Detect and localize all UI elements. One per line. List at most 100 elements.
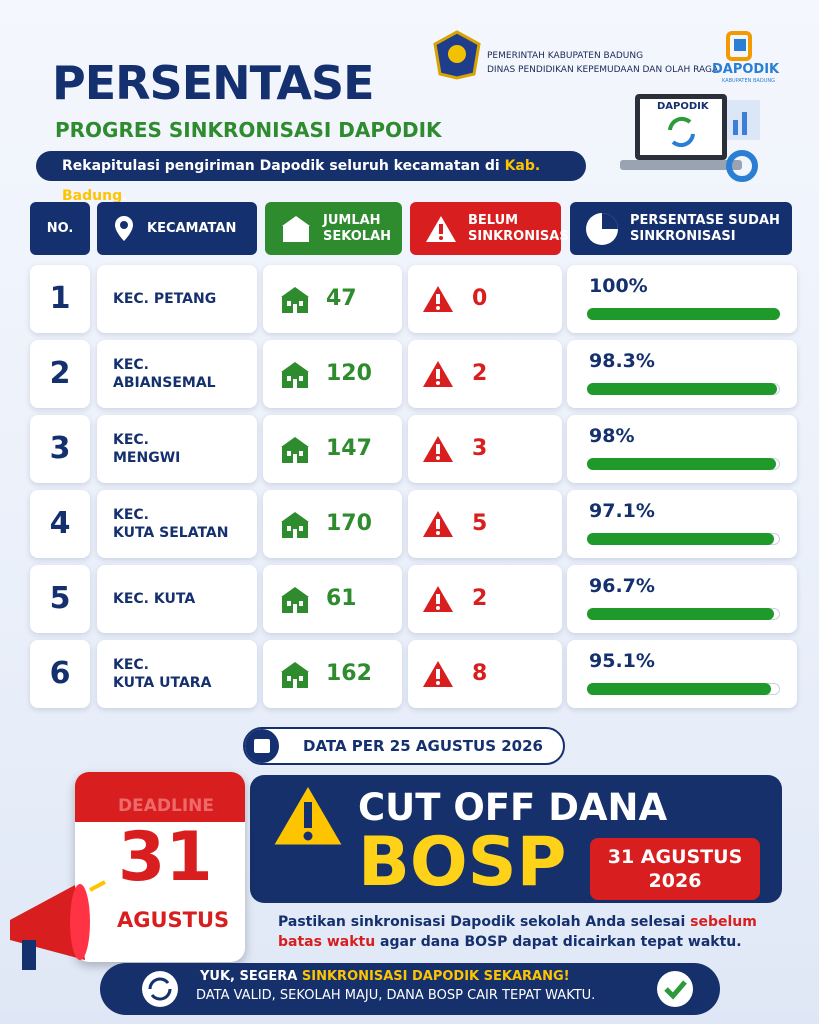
org-text: PEMERINTAH KABUPATEN BADUNG DINAS PENDIDI… — [487, 49, 718, 77]
column-header: NO. — [30, 202, 90, 255]
belum: 2 — [472, 586, 488, 611]
row-card — [30, 490, 90, 558]
belum: 5 — [472, 511, 488, 536]
date-note: DATA PER 25 AGUSTUS 2026 — [303, 737, 543, 755]
row-no: 3 — [49, 431, 71, 466]
laptop-label: DAPODIK — [657, 101, 709, 112]
row-card — [97, 340, 257, 408]
brand: DAPODIK — [712, 62, 780, 77]
kecamatan-line: KUTA SELATAN — [113, 525, 229, 541]
row-card — [97, 265, 257, 333]
subtitle: PROGRES SINKRONISASI DAPODIK — [55, 118, 442, 142]
persen-label: 98.3% — [589, 350, 655, 372]
banner-highlight: Kab. Badung — [62, 158, 541, 204]
row-card — [97, 490, 257, 558]
kecamatan-line: MENGWI — [113, 450, 181, 466]
progress-bar — [587, 458, 777, 470]
warning-icon — [421, 509, 455, 543]
banner-text: Rekapitulasi pengiriman Dapodik seluruh … — [62, 158, 505, 174]
school-icon — [278, 435, 312, 469]
kecamatan-line: KEC. PETANG — [113, 291, 217, 307]
belum: 3 — [472, 436, 488, 461]
footer-text: YUK, SEGERA — [200, 969, 302, 984]
row-card — [30, 640, 90, 708]
deadline-note: Pastikan sinkronisasi Dapodik sekolah An… — [278, 912, 778, 952]
persen-label: 96.7% — [589, 575, 655, 597]
kecamatan-line: KEC. — [113, 657, 150, 673]
column-title: PERSENTASE SUDAH SINKRONISASI — [630, 212, 780, 244]
logo — [433, 30, 481, 80]
row-card — [30, 265, 90, 333]
row-card — [567, 490, 797, 558]
row-card — [97, 640, 257, 708]
footer-highlight: SINKRONISASI DAPODIK SEKARANG! — [301, 969, 570, 984]
row-card — [97, 415, 257, 483]
kecamatan: KEC. KUTA UTARA — [113, 640, 211, 708]
note-text: agar dana BOSP dapat dicairkan tepat wak… — [375, 934, 742, 950]
row-card — [30, 565, 90, 633]
row-card — [567, 415, 797, 483]
kecamatan: KEC. MENGWI — [113, 415, 180, 483]
kecamatan: KEC. ABIANSEMAL — [113, 340, 216, 408]
warning-icon — [269, 781, 347, 848]
banner-text: . — [122, 188, 128, 204]
check-icon — [657, 971, 693, 1007]
warning-icon — [421, 284, 455, 318]
note-text: Pastikan sinkronisasi Dapodik sekolah An… — [278, 914, 691, 930]
org-line: DINAS PENDIDIKAN KEPEMUDAAN DAN OLAH RAG… — [487, 65, 719, 75]
persen-label: 97.1% — [589, 500, 655, 522]
jumlah: 61 — [326, 586, 357, 611]
warning-icon — [421, 584, 455, 618]
jumlah: 162 — [326, 661, 372, 686]
date-badge-line: 31 AGUSTUS — [607, 846, 743, 868]
footer — [100, 963, 720, 1015]
footer-line1: YUK, SEGERA SINKRONISASI DAPODIK SEKARAN… — [200, 969, 570, 984]
progress-bar — [587, 683, 771, 695]
column-header: JUMLAH SEKOLAH — [265, 202, 402, 255]
kecamatan-line: KEC. — [113, 507, 150, 523]
row-card — [30, 340, 90, 408]
row-no: 6 — [49, 656, 71, 691]
persen-label: 98% — [589, 425, 635, 447]
column-header: PERSENTASE SUDAH SINKRONISASI — [570, 202, 792, 255]
kecamatan-line: KUTA UTARA — [113, 675, 212, 691]
cutoff-program: BOSP — [358, 823, 567, 902]
kecamatan-line: KEC. KUTA — [113, 591, 196, 607]
row-card — [567, 340, 797, 408]
belum: 8 — [472, 661, 488, 686]
progress-bar — [587, 383, 777, 395]
calendar-header: DEADLINE — [118, 796, 214, 816]
column-header: BELUM SINKRONISASI — [410, 202, 574, 255]
warning-icon — [421, 359, 455, 393]
org-line: PEMERINTAH KABUPATEN BADUNG — [487, 51, 644, 61]
row-no: 4 — [49, 506, 71, 541]
laptop-illustration — [620, 94, 760, 182]
belum: 2 — [472, 361, 488, 386]
row-no: 2 — [49, 356, 71, 391]
school-icon — [278, 510, 312, 544]
persen-label: 100% — [589, 275, 648, 297]
row-no: 1 — [49, 281, 71, 316]
calendar-icon — [245, 729, 279, 763]
brand-sub: KABUPATEN BADUNG — [722, 78, 775, 84]
sync-icon — [142, 971, 178, 1007]
calendar-month: AGUSTUS — [117, 908, 230, 932]
school-icon — [278, 285, 312, 319]
calendar — [75, 772, 245, 962]
jumlah: 170 — [326, 511, 372, 536]
date-badge-line: 2026 — [648, 870, 702, 892]
banner: Rekapitulasi pengiriman Dapodik seluruh … — [36, 151, 586, 204]
jumlah: 147 — [326, 436, 372, 461]
footer-line2: DATA VALID, SEKOLAH MAJU, DANA BOSP CAIR… — [196, 988, 596, 1003]
row-card — [567, 640, 797, 708]
school-icon — [278, 660, 312, 694]
kecamatan: KEC. PETANG — [113, 265, 216, 333]
column-title: NO. — [46, 220, 74, 236]
column-title: JUMLAH SEKOLAH — [323, 212, 392, 244]
date-note-box — [243, 727, 565, 765]
jumlah: 47 — [326, 286, 357, 311]
belum: 0 — [472, 286, 488, 311]
column-title: BELUM SINKRONISASI — [468, 212, 574, 244]
column-title: KECAMATAN — [147, 220, 237, 236]
